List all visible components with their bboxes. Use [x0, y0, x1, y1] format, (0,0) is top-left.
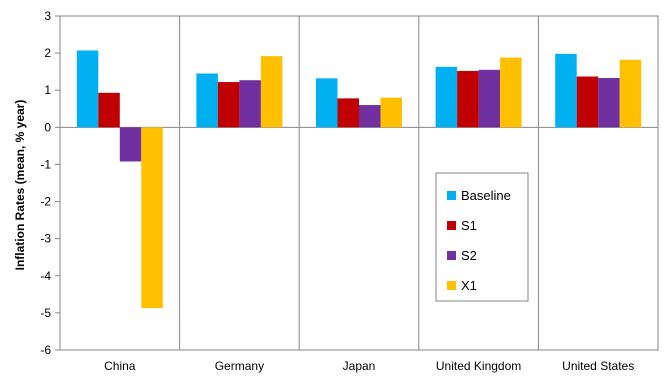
x-tick-label: United States [562, 359, 634, 373]
y-tick-label: 0 [44, 120, 51, 134]
y-tick-label: -5 [40, 306, 51, 320]
y-tick-label: 2 [44, 46, 51, 60]
bar-baseline [435, 66, 458, 128]
legend-label: X1 [461, 278, 477, 293]
legend-label: Baseline [461, 188, 511, 203]
bar-s1 [98, 92, 120, 128]
bar-x1 [380, 97, 402, 128]
bar-s1 [217, 82, 240, 128]
x-tick-label: Japan [343, 359, 376, 373]
bar-s2 [239, 80, 261, 128]
bar-x1 [619, 59, 642, 128]
bar-x1 [500, 57, 522, 128]
y-tick-label: -4 [40, 269, 51, 283]
x-tick-label: Germany [215, 359, 264, 373]
bar-s1 [337, 98, 359, 128]
y-axis-label: Inflation Rates (mean, % year) [13, 100, 27, 271]
y-tick-label: 3 [44, 9, 51, 23]
bar-baseline [196, 73, 218, 128]
legend-label: S1 [461, 218, 477, 233]
bar-baseline [555, 53, 577, 128]
legend-label: S2 [461, 248, 477, 263]
y-tick-label: -6 [40, 343, 51, 357]
bar-s2 [598, 77, 620, 128]
bar-baseline [76, 50, 99, 128]
bar-x1 [260, 56, 283, 128]
plot-frame [59, 15, 659, 351]
plot-area: 3 2 1 0 -1 -2 -3 -4 -5 -6 China Germany Japan United … [40, 9, 659, 373]
x-tick-label: United Kingdom [436, 359, 521, 373]
bar-s1 [576, 76, 599, 128]
bar-x1 [141, 127, 163, 309]
bar-s2 [478, 69, 501, 128]
y-tick-label: -1 [40, 157, 51, 171]
legend-swatch [447, 251, 456, 260]
legend-swatch [447, 191, 456, 200]
bar-s1 [457, 70, 479, 128]
legend: Baseline S1 S2 X1 [435, 172, 529, 302]
y-tick-label: -2 [40, 195, 51, 209]
bar-baseline [316, 78, 338, 128]
y-tick-label: 1 [44, 83, 51, 97]
x-tick-label: China [104, 359, 136, 373]
legend-swatch [447, 221, 456, 230]
bar-s2 [359, 105, 381, 128]
bar-s2 [119, 127, 142, 162]
y-tick-label: -3 [40, 232, 51, 246]
legend-swatch [447, 281, 456, 290]
